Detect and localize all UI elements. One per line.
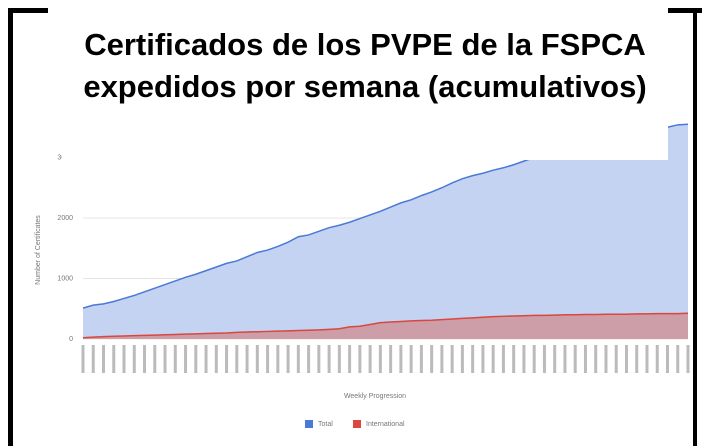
x-label-blur: [81, 345, 85, 373]
x-label-blur: [471, 345, 475, 373]
y-axis-label: Number of Certificates: [35, 215, 42, 285]
x-label-blur: [337, 345, 341, 373]
frame-left: [8, 8, 13, 446]
x-label-blur: [214, 345, 218, 373]
x-label-blur: [204, 345, 208, 373]
legend-label: International: [366, 421, 405, 428]
x-label-blur: [184, 345, 188, 373]
x-label-blur: [368, 345, 372, 373]
x-label-blur: [563, 345, 567, 373]
x-label-blur: [430, 345, 434, 373]
x-label-blur: [286, 345, 290, 373]
x-label-blur: [245, 345, 249, 373]
x-label-blur: [358, 345, 362, 373]
x-label-blur: [686, 345, 690, 373]
x-label-blur: [132, 345, 136, 373]
x-label-blur: [91, 345, 95, 373]
y-tick-label: 2000: [57, 215, 73, 222]
x-label-blur: [122, 345, 126, 373]
x-label-blur: [553, 345, 557, 373]
x-label-blur: [399, 345, 403, 373]
x-label-blur: [317, 345, 321, 373]
x-label-blur: [153, 345, 157, 373]
x-label-blur: [102, 345, 106, 373]
legend-label: Total: [318, 421, 333, 428]
y-tick-label: 1000: [57, 275, 73, 282]
x-label-blur: [655, 345, 659, 373]
x-label-blur: [624, 345, 628, 373]
x-label-blur: [573, 345, 577, 373]
legend-swatch: [305, 420, 313, 428]
x-label-blur: [583, 345, 587, 373]
x-label-blur: [296, 345, 300, 373]
x-label-blur: [491, 345, 495, 373]
x-axis-label: Weekly Progression: [344, 393, 406, 400]
area: [83, 124, 688, 339]
legend-swatch: [353, 420, 361, 428]
x-label-blur: [143, 345, 147, 373]
x-label-blur: [604, 345, 608, 373]
frame-right: [693, 8, 697, 446]
x-label-blur: [194, 345, 198, 373]
x-label-blur: [460, 345, 464, 373]
x-label-blur: [481, 345, 485, 373]
x-label-blur: [327, 345, 331, 373]
x-label-blur: [501, 345, 505, 373]
x-label-blur: [266, 345, 270, 373]
x-label-blur: [389, 345, 393, 373]
x-label-blur: [163, 345, 167, 373]
x-label-blur: [522, 345, 526, 373]
x-label-blur: [112, 345, 116, 373]
x-label-blur: [450, 345, 454, 373]
frame-top-left: [8, 8, 48, 13]
frame-top-right: [668, 8, 702, 13]
x-label-blur: [665, 345, 669, 373]
x-label-blur: [645, 345, 649, 373]
x-label-blur: [440, 345, 444, 373]
x-label-blur: [512, 345, 516, 373]
x-label-blur: [255, 345, 259, 373]
x-label-blur: [676, 345, 680, 373]
x-label-blur: [635, 345, 639, 373]
line: [82, 312, 689, 339]
x-label-blur: [594, 345, 598, 373]
x-label-blur: [532, 345, 536, 373]
x-label-blur: [614, 345, 618, 373]
x-label-blur: [276, 345, 280, 373]
x-label-blur: [409, 345, 413, 373]
x-label-blur: [419, 345, 423, 373]
x-label-blur: [225, 345, 229, 373]
y-tick-label: 0: [69, 336, 73, 343]
x-label-blur: [307, 345, 311, 373]
x-label-blur: [378, 345, 382, 373]
x-label-blur: [235, 345, 239, 373]
x-label-blur: [542, 345, 546, 373]
chart-title: Certificados de los PVPE de la FSPCA exp…: [62, 20, 668, 160]
x-label-blur: [348, 345, 352, 373]
x-label-blur: [173, 345, 177, 373]
